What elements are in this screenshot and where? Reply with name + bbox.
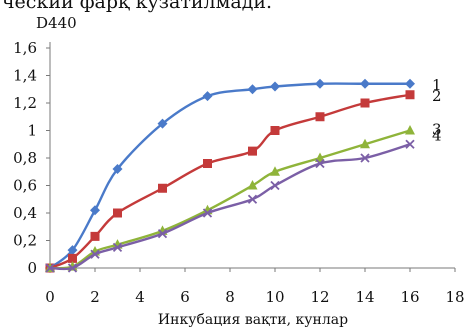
data-point — [270, 180, 280, 191]
data-point — [270, 81, 280, 92]
x-tick-label: 2 — [90, 288, 100, 306]
x-tick-labels: 0 2 4 6 8 10 12 14 16 18 — [45, 268, 465, 306]
data-point — [270, 126, 280, 135]
series-label-3: 3 — [432, 121, 442, 139]
x-tick-label: 10 — [265, 288, 284, 306]
data-point — [45, 263, 55, 273]
y-tick-label: 0,4 — [13, 204, 37, 222]
data-point — [157, 118, 168, 129]
data-point — [90, 249, 100, 259]
series-line-4 — [49, 143, 411, 271]
series-label-2: 2 — [432, 87, 442, 105]
x-tick-label: 14 — [355, 288, 374, 306]
series-4 — [45, 139, 415, 273]
data-point — [247, 180, 258, 190]
data-point — [90, 231, 100, 241]
series-label-1: 1 — [432, 76, 442, 94]
x-tick-label: 0 — [45, 288, 55, 306]
data-point — [405, 78, 415, 89]
data-point — [360, 138, 370, 149]
header-text: ческий фарқ кузатилмади. — [2, 0, 272, 13]
x-tick-label: 16 — [400, 288, 419, 306]
data-point — [67, 263, 78, 273]
series-line-1 — [49, 82, 410, 269]
data-point — [360, 98, 370, 108]
data-point — [247, 84, 258, 95]
data-point — [315, 112, 325, 122]
series-layer — [45, 78, 415, 273]
x-tick-label: 8 — [225, 288, 235, 306]
data-point — [360, 153, 370, 163]
x-tick-label: 4 — [135, 288, 145, 306]
data-point — [405, 125, 415, 135]
data-point — [405, 139, 415, 149]
data-point — [202, 91, 213, 102]
x-tick-label: 6 — [180, 288, 190, 306]
axes — [49, 42, 455, 269]
x-axis-title: Инкубация вақти, кунлар — [158, 312, 348, 327]
data-point — [202, 208, 213, 218]
y-tick-label: 1 — [27, 122, 37, 140]
data-point — [360, 78, 370, 89]
y-tick-label: 0,8 — [13, 149, 37, 167]
series-line-2 — [49, 93, 411, 270]
y-tick-label: 1,6 — [13, 39, 37, 57]
y-tick-label: 1,4 — [13, 67, 37, 85]
data-point — [405, 90, 415, 100]
data-point — [113, 208, 122, 218]
data-point — [157, 228, 168, 239]
x-tick-label: 12 — [310, 288, 329, 306]
series-labels: 12 34 — [432, 76, 442, 145]
y-tick-label: 0,2 — [13, 232, 37, 250]
data-point — [248, 146, 257, 156]
data-point — [203, 159, 212, 168]
data-point — [67, 245, 78, 256]
series-label-4: 4 — [432, 126, 442, 144]
y-tick-label: 0 — [27, 259, 37, 277]
data-point — [112, 242, 123, 253]
data-point — [315, 78, 325, 89]
x-tick-label: 18 — [445, 288, 464, 306]
series-2 — [45, 90, 415, 273]
data-point — [158, 183, 167, 193]
data-point — [315, 152, 325, 162]
series-line-3 — [49, 129, 411, 270]
data-point — [315, 158, 325, 169]
y-axis-title: D440 — [36, 14, 77, 32]
data-point — [90, 205, 100, 216]
y-tick-label: 0,6 — [13, 177, 37, 195]
data-point — [68, 253, 77, 263]
y-tick-labels: 0 0,2 0,4 0,6 0,8 1 1,2 1,4 1,6 — [13, 39, 50, 277]
y-tick-label: 1,2 — [13, 94, 37, 112]
series-1 — [45, 78, 415, 273]
data-point — [270, 166, 280, 176]
data-point — [247, 194, 258, 204]
data-point — [112, 164, 123, 174]
